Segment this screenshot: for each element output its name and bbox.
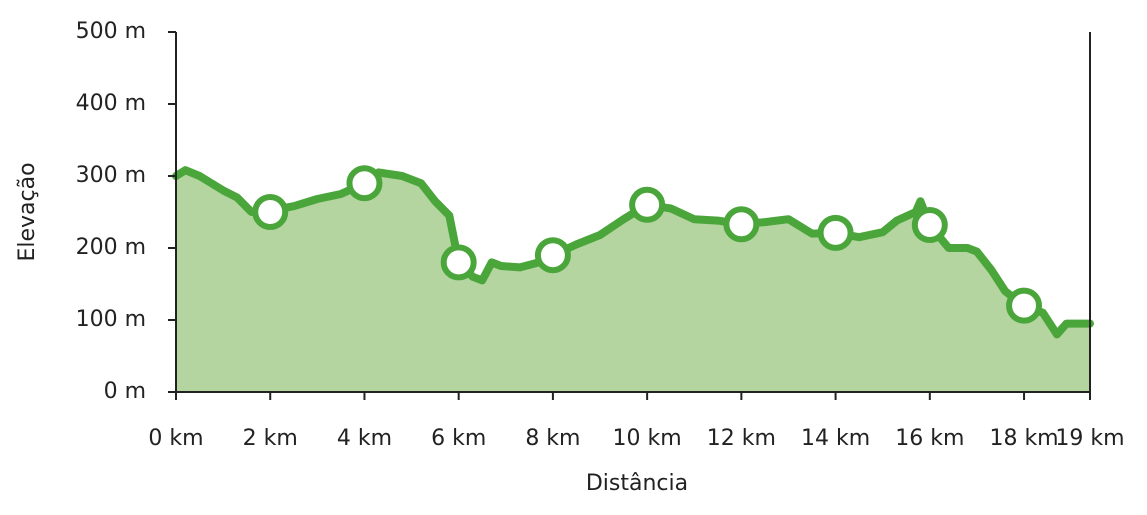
waypoint-marker: [534, 237, 571, 274]
y-tick-label: 500 m: [76, 19, 146, 44]
x-tick-label: 6 km: [431, 426, 486, 451]
waypoint-marker: [252, 194, 289, 230]
y-tick-label: 200 m: [76, 235, 146, 260]
x-tick-label: 12 km: [707, 426, 776, 451]
waypoint-marker: [723, 206, 760, 243]
x-tick-label: 8 km: [525, 426, 580, 451]
waypoint-marker: [440, 244, 477, 281]
x-tick-label: 14 km: [801, 426, 870, 451]
y-axis-label: Elevação: [15, 162, 40, 261]
x-tick-label: 18 km: [989, 426, 1058, 451]
waypoint-marker: [1006, 287, 1043, 324]
y-tick-label: 300 m: [76, 163, 146, 188]
waypoint-marker: [817, 214, 854, 251]
x-tick-label: 2 km: [243, 426, 298, 451]
x-tick-label: 10 km: [613, 426, 682, 451]
x-tick-label: 4 km: [337, 426, 392, 451]
x-tick-label: 16 km: [895, 426, 964, 451]
x-tick-label: 19 km: [1055, 426, 1124, 451]
y-tick-label: 100 m: [76, 307, 146, 332]
y-tick-label: 0 m: [104, 379, 146, 404]
area-fill: [176, 170, 1090, 392]
waypoint-marker: [911, 206, 948, 243]
x-axis-label: Distância: [586, 471, 688, 496]
y-tick-label: 400 m: [76, 91, 146, 116]
waypoint-marker: [346, 165, 383, 202]
profile-line: [172, 166, 1094, 339]
x-tick-label: 0 km: [148, 426, 203, 451]
waypoint-marker: [629, 186, 666, 223]
